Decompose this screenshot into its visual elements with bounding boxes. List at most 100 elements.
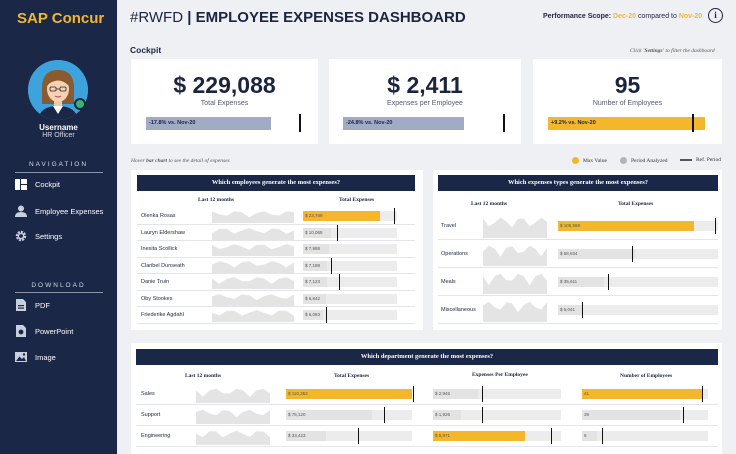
scope-compared: compared to	[637, 13, 677, 20]
department-name: Engineering	[141, 433, 171, 439]
ref-period-marker	[701, 386, 703, 402]
bar-track[interactable]: 41	[582, 389, 708, 399]
table-row[interactable]: Travel $ 105,569	[438, 212, 718, 240]
kpi-delta: -24.8% vs. Nov-20	[346, 120, 393, 126]
trend-sparkline	[212, 260, 294, 273]
legend-line-icon	[680, 159, 692, 161]
bar-value: $ 10,068	[305, 229, 323, 235]
ref-period-marker	[481, 386, 483, 402]
ref-period-marker	[394, 208, 396, 224]
bar-track[interactable]: $ 58,934	[558, 249, 718, 259]
bar-value: $ 7,988	[305, 246, 321, 251]
bar-fill	[303, 310, 323, 320]
bar-value: $ 75,120	[288, 412, 306, 417]
ref-period-marker	[582, 302, 583, 318]
employees-panel: Which employees generate the most expens…	[131, 170, 423, 330]
bar-track[interactable]: $ 7,988	[303, 244, 397, 254]
bar-value: $ 5,041	[560, 307, 576, 312]
bar-value: $ 105,569	[560, 223, 581, 228]
bar-track[interactable]: $ 7,188	[303, 260, 397, 271]
bar-track[interactable]: $ 2,946	[433, 389, 561, 399]
bar-fill	[433, 389, 478, 399]
bar-track[interactable]: $ 10,068	[303, 227, 397, 238]
col-trend: Last 12 months	[471, 201, 508, 207]
title-text: EMPLOYEE EXPENSES DASHBOARD	[195, 9, 466, 26]
ref-period-marker	[336, 224, 338, 241]
bar-fill	[286, 431, 327, 441]
download-label: Image	[35, 352, 56, 362]
image-icon	[14, 351, 28, 363]
table-row[interactable]: Operations $ 58,934	[438, 240, 718, 268]
col-count: Number of Employees	[620, 373, 673, 379]
trend-sparkline	[483, 301, 547, 322]
ref-period-marker	[550, 428, 552, 444]
bar-track[interactable]: $ 7,123	[303, 277, 397, 287]
scope-ref[interactable]: Nov-20	[678, 13, 703, 20]
ref-period-marker	[384, 407, 386, 423]
bar-track[interactable]: $ 23,769	[303, 211, 397, 221]
bar-fill	[558, 277, 605, 287]
table-row[interactable]: Sales $ 110,353 $ 2,946 41	[136, 384, 718, 405]
table-row[interactable]: Olenka Rosas $ 23,769	[137, 208, 415, 225]
nav-item-cockpit[interactable]: Cockpit	[14, 176, 114, 192]
download-powerpoint[interactable]: PowerPoint	[14, 323, 114, 339]
nav-item-settings[interactable]: Settings	[14, 228, 114, 244]
info-icon[interactable]: i	[708, 8, 723, 23]
bar-track[interactable]: $ 33,423	[286, 431, 412, 441]
legend-period-analyzed: Period Analyzed	[620, 157, 668, 164]
trend-sparkline	[483, 245, 547, 266]
bar-track[interactable]: $ 6,083	[303, 310, 397, 320]
expense-types-panel: Which expenses types generate the most e…	[433, 170, 722, 330]
table-row[interactable]: Support $ 75,120 $ 1,926 39	[136, 405, 718, 426]
hint-pre: Click	[630, 48, 642, 54]
employee-name: Lauryn Eldershaw	[141, 229, 186, 236]
online-status-dot	[74, 98, 86, 110]
ref-period-marker	[481, 407, 483, 423]
department-panel: Which department generate the most expen…	[131, 343, 722, 454]
kpi-card-number-of-employees: 95 Number of Employees +9.2% vs. Nov-20	[533, 59, 722, 144]
bar-track[interactable]: $ 1,926	[433, 410, 561, 420]
panel-title: Which department generate the most expen…	[136, 349, 718, 365]
hover-hint-bold: bar chart	[146, 158, 168, 164]
employee-name: Oby Stookes	[141, 295, 173, 302]
employee-name: Danie Truin	[141, 279, 170, 285]
bar-track[interactable]: 6	[582, 431, 708, 441]
performance-scope: Performance Scope: Dec-20 compared to No…	[543, 13, 702, 20]
bar-track[interactable]: $ 5,041	[558, 305, 718, 315]
table-row[interactable]: Oby Stookes $ 6,842	[137, 291, 415, 307]
bar-track[interactable]: $ 75,120	[286, 410, 412, 420]
table-row[interactable]: Danie Truin $ 7,123	[137, 274, 415, 291]
settings-hint: Click 'Settings' to filter the dashboard	[630, 48, 715, 54]
download-title: DOWNLOAD	[31, 282, 86, 289]
trend-sparkline	[196, 430, 270, 445]
download-pdf[interactable]: PDF	[14, 297, 114, 313]
table-row[interactable]: Meals $ 35,611	[438, 268, 718, 296]
nav-item-employee-expenses[interactable]: Employee Expenses	[14, 203, 114, 219]
powerpoint-icon	[14, 325, 28, 337]
bar-value: $ 110,353	[288, 391, 308, 396]
scope-current[interactable]: Dec-20	[613, 13, 637, 20]
trend-sparkline	[483, 217, 547, 238]
bar-track[interactable]: $ 5,971	[433, 431, 561, 441]
pdf-icon	[14, 299, 28, 311]
avatar	[28, 60, 88, 120]
bar-track[interactable]: $ 35,611	[558, 277, 718, 287]
nav-item-label: Cockpit	[35, 179, 61, 189]
table-row[interactable]: Friederike Agdahl $ 6,083	[137, 307, 415, 324]
table-row[interactable]: Engineering $ 33,423 $ 5,971 6	[136, 426, 718, 447]
kpi-ref-marker	[692, 114, 694, 132]
bar-track[interactable]: 39	[582, 410, 708, 420]
table-row[interactable]: Lauryn Eldershaw $ 10,068	[137, 224, 415, 241]
title-separator: |	[187, 9, 192, 26]
user-avatar-icon	[28, 60, 88, 120]
bar-value: $ 1,926	[435, 412, 451, 417]
kpi-delta-bar: +9.2% vs. Nov-20	[548, 117, 705, 130]
bar-track[interactable]: $ 110,353	[286, 389, 412, 399]
table-row[interactable]: Miscellaneous $ 5,041	[438, 296, 718, 324]
download-image[interactable]: Image	[14, 349, 114, 365]
department-name: Support	[141, 412, 161, 418]
bar-track[interactable]: $ 6,842	[303, 293, 397, 304]
table-row[interactable]: Claribel Dunseath $ 7,188	[137, 257, 415, 274]
table-row[interactable]: Inesita Scollick $ 7,988	[137, 241, 415, 258]
bar-track[interactable]: $ 105,569	[558, 221, 718, 231]
